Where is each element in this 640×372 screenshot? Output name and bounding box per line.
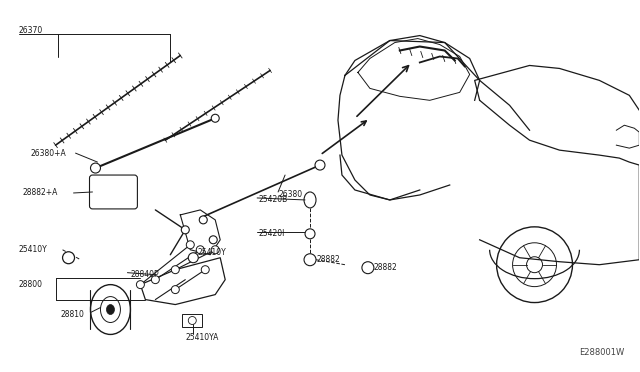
Circle shape — [201, 266, 209, 274]
Ellipse shape — [106, 305, 115, 314]
Text: 25410Y: 25410Y — [19, 245, 47, 254]
FancyBboxPatch shape — [90, 175, 138, 209]
Circle shape — [152, 276, 159, 283]
Circle shape — [362, 262, 374, 274]
Circle shape — [211, 246, 220, 254]
Text: 28800: 28800 — [19, 280, 43, 289]
Circle shape — [90, 163, 100, 173]
Circle shape — [191, 256, 195, 260]
Circle shape — [188, 317, 196, 324]
Circle shape — [172, 286, 179, 294]
Circle shape — [304, 254, 316, 266]
Circle shape — [66, 255, 71, 260]
Text: 25410YA: 25410YA — [186, 333, 219, 342]
Circle shape — [199, 216, 207, 224]
Text: 28882: 28882 — [316, 255, 340, 264]
Circle shape — [209, 236, 217, 244]
Text: 25410Y: 25410Y — [197, 248, 226, 257]
Circle shape — [211, 114, 220, 122]
Text: 26380: 26380 — [278, 190, 302, 199]
Circle shape — [196, 246, 204, 254]
Circle shape — [315, 160, 325, 170]
Text: 26370: 26370 — [19, 26, 43, 35]
FancyBboxPatch shape — [182, 314, 202, 327]
Text: 28882: 28882 — [374, 263, 397, 272]
Circle shape — [63, 252, 74, 264]
Circle shape — [188, 253, 198, 263]
Circle shape — [136, 280, 145, 289]
Circle shape — [186, 241, 195, 249]
Text: 28882+A: 28882+A — [22, 189, 58, 198]
Text: 28840P: 28840P — [131, 270, 159, 279]
Circle shape — [181, 226, 189, 234]
Ellipse shape — [304, 192, 316, 208]
Text: 25420B: 25420B — [258, 195, 287, 205]
Text: 26380+A: 26380+A — [31, 149, 67, 158]
Text: 25420I: 25420I — [258, 229, 285, 238]
Circle shape — [172, 266, 179, 274]
Text: E288001W: E288001W — [579, 348, 625, 357]
Circle shape — [305, 229, 315, 239]
Text: 28810: 28810 — [61, 310, 84, 319]
Circle shape — [191, 319, 194, 322]
